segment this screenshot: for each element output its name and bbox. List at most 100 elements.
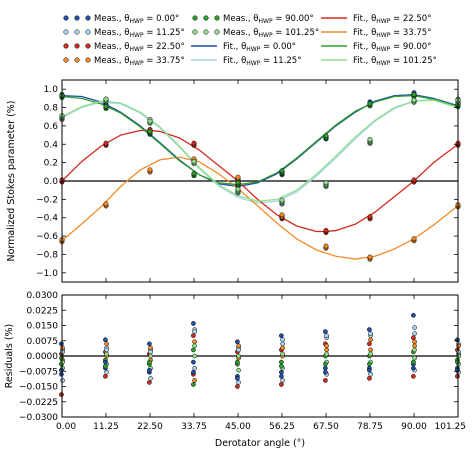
residual-point — [192, 378, 197, 383]
residual-point — [368, 351, 373, 357]
measurement-point-hwp-101.25 — [411, 97, 417, 103]
residual-point — [59, 392, 64, 397]
stokes-y-tick-label: −0.4 — [36, 214, 58, 224]
residual-point — [323, 329, 328, 334]
residual-point — [280, 345, 285, 351]
residual-point — [324, 333, 329, 339]
legend-marker-meas-hwp-33.75 — [74, 57, 80, 63]
residual-point — [104, 351, 109, 357]
residual-point — [411, 335, 416, 341]
legend-entry-fit-hwp-11.25: Fit., θHWP = 11.25° — [223, 56, 301, 67]
measurement-point-hwp-22.50 — [323, 227, 329, 233]
measurement-point-hwp-33.75 — [323, 243, 329, 249]
measurement-point-hwp-90.00 — [235, 180, 241, 186]
measurement-point-hwp-90.00 — [411, 92, 417, 97]
residual-point — [456, 343, 461, 349]
residual-point — [411, 373, 416, 379]
legend-entry-fit-hwp-22.50: Fit., θHWP = 22.50° — [353, 14, 431, 25]
residual-point — [104, 369, 109, 375]
residual-point — [236, 367, 241, 373]
residual-point — [367, 361, 372, 367]
residual-point — [412, 355, 417, 361]
legend-marker-meas-hwp-0.00 — [74, 15, 80, 21]
residual-point — [60, 359, 65, 365]
residuals-y-tick-label: −0.0075 — [19, 367, 58, 377]
residual-point — [323, 365, 328, 371]
measurement-point-hwp-33.75 — [279, 212, 285, 218]
residual-point — [192, 365, 197, 371]
residual-point — [191, 347, 196, 353]
measurement-point-hwp-90.00 — [323, 133, 329, 139]
residual-point — [103, 359, 108, 365]
residual-point — [148, 376, 153, 381]
residual-point — [103, 337, 108, 343]
residual-point — [368, 371, 373, 377]
derotator-x-tick-label: 78.75 — [357, 422, 383, 432]
residuals-y-axis-label: Residuals (%) — [4, 324, 15, 389]
measurement-point-hwp-101.25 — [323, 180, 329, 186]
residual-point — [60, 349, 65, 355]
residual-point — [367, 367, 372, 373]
residuals-y-tick-label: −0.0300 — [19, 413, 58, 423]
residual-point — [323, 369, 328, 375]
legend-marker-meas-hwp-0.00 — [85, 15, 91, 21]
residual-point — [279, 382, 284, 387]
fit-curve-hwp-33.75 — [61, 156, 459, 260]
residual-point — [60, 378, 65, 383]
legend-marker-meas-hwp-22.50 — [63, 43, 69, 49]
residual-point — [147, 359, 152, 365]
residual-point — [148, 349, 153, 355]
residual-point — [236, 347, 241, 353]
residual-point — [280, 378, 285, 383]
legend-entry-fit-hwp-90.00: Fit., θHWP = 90.00° — [353, 42, 431, 53]
residual-point — [280, 341, 285, 347]
residual-point — [148, 345, 153, 351]
measurement-point-hwp-101.25 — [367, 137, 373, 142]
residual-point — [324, 343, 329, 349]
legend-marker-meas-hwp-101.25 — [192, 29, 198, 35]
residual-point — [279, 333, 284, 339]
residual-point — [192, 343, 197, 349]
residual-point — [59, 355, 64, 361]
residual-point — [235, 384, 240, 389]
residual-point — [60, 345, 65, 351]
measurement-point-hwp-22.50 — [191, 140, 197, 146]
measurement-point-hwp-101.25 — [279, 197, 285, 203]
residual-point — [455, 337, 460, 343]
residual-point — [279, 369, 284, 375]
legend-marker-meas-hwp-90.00 — [192, 15, 198, 21]
residual-point — [455, 367, 460, 373]
derotator-x-tick-label: 22.50 — [137, 422, 163, 432]
stokes-y-tick-label: −0.8 — [36, 250, 58, 260]
measurement-point-hwp-90.00 — [103, 103, 109, 109]
residual-point — [104, 341, 109, 347]
legend-marker-meas-hwp-33.75 — [63, 57, 69, 63]
residual-point — [411, 359, 416, 365]
measurement-point-hwp-90.00 — [279, 168, 285, 174]
legend-marker-meas-hwp-22.50 — [85, 43, 91, 49]
residual-point — [192, 339, 197, 345]
residual-point — [324, 347, 329, 353]
derotator-x-tick-label: 11.25 — [93, 422, 119, 432]
residuals-y-tick-label: −0.0225 — [19, 398, 58, 408]
residual-point — [412, 325, 417, 330]
legend-entry-fit-hwp-33.75: Fit., θHWP = 33.75° — [353, 28, 431, 39]
measurement-point-hwp-101.25 — [103, 96, 109, 102]
measurement-point-hwp-101.25 — [191, 159, 197, 164]
residual-point — [104, 347, 109, 353]
measurement-point-hwp-22.50 — [103, 140, 109, 146]
residual-point — [412, 343, 417, 349]
residual-point — [59, 367, 64, 373]
residual-point — [236, 380, 241, 385]
residual-point — [411, 365, 416, 371]
legend-entry-meas-hwp-33.75: Meas., θHWP = 33.75° — [94, 56, 185, 67]
derotator-x-tick-label: 33.75 — [181, 422, 207, 432]
measurement-point-hwp-101.25 — [147, 118, 153, 124]
stokes-y-tick-label: 0.6 — [44, 122, 59, 132]
residual-point — [368, 347, 373, 353]
legend-entry-fit-hwp-0.00: Fit., θHWP = 0.00° — [223, 42, 296, 53]
residual-point — [103, 373, 108, 379]
residual-point — [148, 353, 153, 359]
fit-curve-hwp-101.25 — [61, 99, 459, 202]
